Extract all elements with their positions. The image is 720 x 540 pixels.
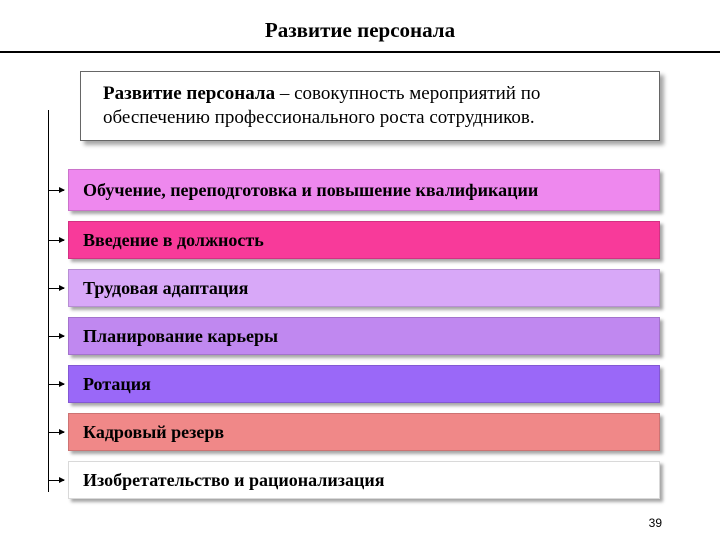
item-box-5: Кадровый резерв xyxy=(68,413,660,451)
definition-term: Развитие персонала xyxy=(103,83,275,104)
page-number: 39 xyxy=(649,516,662,530)
arrow-icon xyxy=(48,240,64,241)
list-item: Введение в должность xyxy=(68,221,660,259)
item-box-4: Ротация xyxy=(68,365,660,403)
list-item: Планирование карьеры xyxy=(68,317,660,355)
title-underline xyxy=(0,51,720,53)
item-box-1: Введение в должность xyxy=(68,221,660,259)
definition-box: Развитие персонала – совокупность меропр… xyxy=(80,71,660,141)
arrow-icon xyxy=(48,336,64,337)
arrow-icon xyxy=(48,288,64,289)
item-box-0: Обучение, переподготовка и повышение ква… xyxy=(68,169,660,211)
list-item: Кадровый резерв xyxy=(68,413,660,451)
list-item: Трудовая адаптация xyxy=(68,269,660,307)
content-area: Развитие персонала – совокупность меропр… xyxy=(0,71,720,499)
item-box-3: Планирование карьеры xyxy=(68,317,660,355)
item-box-6: Изобретательство и рационализация xyxy=(68,461,660,499)
arrow-icon xyxy=(48,190,64,191)
list-item: Ротация xyxy=(68,365,660,403)
arrow-icon xyxy=(48,432,64,433)
list-item: Обучение, переподготовка и повышение ква… xyxy=(68,169,660,211)
item-box-2: Трудовая адаптация xyxy=(68,269,660,307)
items-list: Обучение, переподготовка и повышение ква… xyxy=(68,169,660,499)
arrow-icon xyxy=(48,480,64,481)
arrow-icon xyxy=(48,384,64,385)
list-item: Изобретательство и рационализация xyxy=(68,461,660,499)
page-title: Развитие персонала xyxy=(0,0,720,51)
